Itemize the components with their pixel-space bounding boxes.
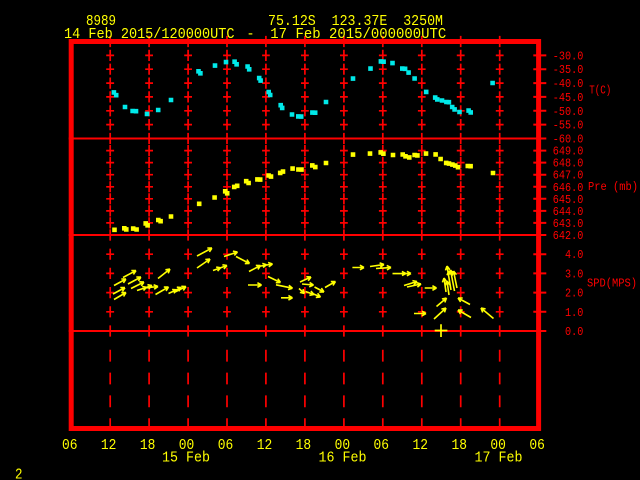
svg-text:649.0: 649.0 <box>553 145 584 159</box>
svg-text:-35.0: -35.0 <box>553 63 584 77</box>
svg-text:-45.0: -45.0 <box>553 91 584 105</box>
svg-text:642.0: 642.0 <box>553 229 584 243</box>
svg-text:T(C): T(C) <box>589 84 611 98</box>
svg-text:Pre (mb): Pre (mb) <box>588 180 638 194</box>
svg-text:644.0: 644.0 <box>553 205 584 219</box>
svg-text:16 Feb: 16 Feb <box>319 451 367 467</box>
svg-text:15 Feb: 15 Feb <box>162 451 210 467</box>
svg-text:00: 00 <box>179 438 195 454</box>
svg-text:4.0: 4.0 <box>565 248 583 262</box>
svg-text:12: 12 <box>257 438 273 454</box>
svg-text:-50.0: -50.0 <box>553 105 584 119</box>
svg-text:-60.0: -60.0 <box>553 133 584 147</box>
svg-text:-40.0: -40.0 <box>553 77 584 91</box>
svg-text:06: 06 <box>374 438 390 454</box>
svg-text:643.0: 643.0 <box>553 217 584 231</box>
svg-text:06: 06 <box>218 438 234 454</box>
svg-text:2: 2 <box>15 467 23 480</box>
svg-text:14 Feb 2015/120000UTC: 14 Feb 2015/120000UTC <box>64 27 235 43</box>
svg-text:75.12S 123.37E 3250M: 75.12S 123.37E 3250M <box>268 14 443 30</box>
svg-text:648.0: 648.0 <box>553 157 584 171</box>
svg-text:18: 18 <box>140 438 156 454</box>
svg-text:17 Feb 2015/000000UTC: 17 Feb 2015/000000UTC <box>270 27 446 43</box>
svg-text:2.0: 2.0 <box>565 287 583 301</box>
svg-text:06: 06 <box>529 438 545 454</box>
svg-text:-55.0: -55.0 <box>553 119 584 133</box>
svg-text:12: 12 <box>101 438 117 454</box>
svg-text:-: - <box>247 27 255 43</box>
svg-text:0.0: 0.0 <box>565 325 583 339</box>
svg-text:-30.0: -30.0 <box>553 49 584 63</box>
svg-text:645.0: 645.0 <box>553 193 584 207</box>
svg-text:8989: 8989 <box>86 14 116 30</box>
svg-text:06: 06 <box>62 438 78 454</box>
svg-text:00: 00 <box>335 438 351 454</box>
svg-text:12: 12 <box>413 438 429 454</box>
svg-text:647.0: 647.0 <box>553 169 584 183</box>
svg-text:18: 18 <box>296 438 312 454</box>
svg-text:646.0: 646.0 <box>553 181 584 195</box>
svg-text:17 Feb: 17 Feb <box>475 451 523 467</box>
svg-text:SPD(MPS): SPD(MPS) <box>587 277 637 291</box>
svg-text:1.0: 1.0 <box>565 306 583 320</box>
svg-text:3.0: 3.0 <box>565 267 583 281</box>
svg-text:00: 00 <box>490 438 506 454</box>
svg-text:18: 18 <box>451 438 467 454</box>
